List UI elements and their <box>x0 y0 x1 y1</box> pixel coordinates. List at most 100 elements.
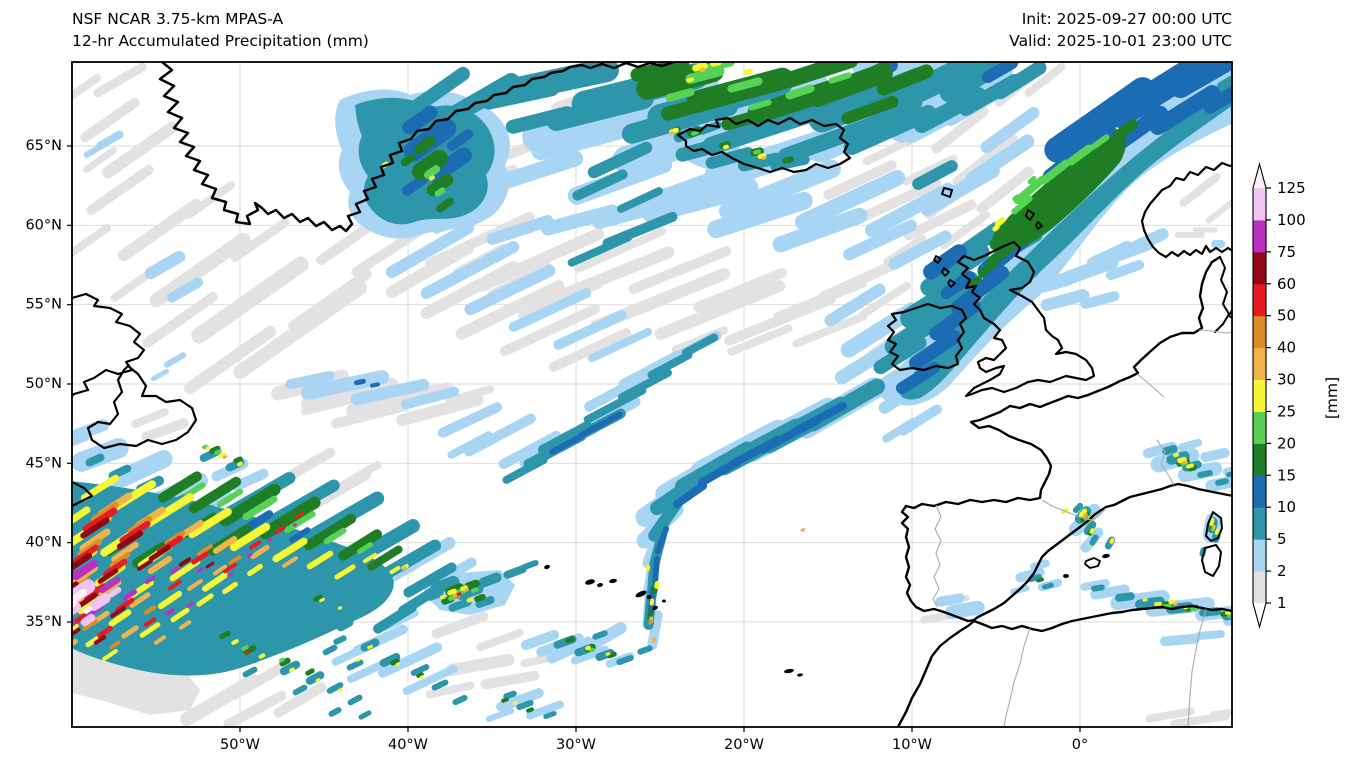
precip-streak <box>1205 196 1232 224</box>
precip-streak <box>1142 598 1148 602</box>
precip-streak <box>373 602 417 634</box>
precip-streak <box>358 710 372 720</box>
precip-streak <box>319 597 325 603</box>
precip-streak <box>315 678 321 682</box>
precip-streak <box>923 244 967 280</box>
precip-streak <box>840 302 920 358</box>
precip-streak <box>250 544 270 560</box>
precip-streak <box>1078 508 1088 518</box>
precip-streak <box>828 72 852 84</box>
precip-streak <box>72 588 87 604</box>
precip-streak <box>499 303 601 357</box>
precip-streak <box>1012 194 1020 202</box>
precip-streak <box>859 281 911 319</box>
lat-tick-label: 50°N <box>25 376 62 392</box>
precip-streak <box>691 130 699 136</box>
precip-streak <box>521 559 539 571</box>
precip-streak <box>396 393 484 427</box>
precip-streak <box>300 370 390 400</box>
precip-streak <box>1197 469 1213 479</box>
precip-streak <box>151 368 169 382</box>
precip-streak <box>338 529 382 561</box>
precip-streak <box>377 642 443 678</box>
precip-streak <box>170 566 180 574</box>
small-island <box>585 579 595 585</box>
precip-streak <box>350 378 430 406</box>
colorbar-unit-label: [mm] <box>1323 377 1341 419</box>
precip-streak <box>167 277 203 303</box>
precip-streak <box>498 430 562 470</box>
precip-streak <box>331 401 409 429</box>
precip-streak <box>331 644 369 666</box>
precip-streak <box>994 217 1006 227</box>
precip-streak <box>431 611 489 639</box>
precip-streak <box>807 63 893 107</box>
precip-streak <box>719 160 841 220</box>
precip-streak <box>654 581 660 589</box>
coastline <box>72 292 146 398</box>
precip-streak <box>1090 584 1130 600</box>
precip-streak <box>168 579 182 591</box>
precipitation-shading <box>72 62 1232 727</box>
precip-streak <box>1215 478 1229 486</box>
precip-streak <box>464 413 536 457</box>
precip-streak <box>1109 538 1115 544</box>
precip-streak <box>884 304 956 356</box>
precip-streak <box>231 639 239 645</box>
precip-streak <box>102 649 118 661</box>
precip-streak <box>119 520 151 544</box>
precip-streak <box>526 707 534 713</box>
precip-streak <box>723 144 729 150</box>
colorbar-tick-label: 30 <box>1277 371 1296 389</box>
precip-streak <box>455 280 565 340</box>
precip-streak <box>209 445 221 455</box>
precip-streak <box>648 619 652 625</box>
precip-streak <box>823 160 897 200</box>
precip-streak <box>503 690 517 700</box>
small-island <box>646 594 652 600</box>
precip-streak <box>142 292 218 348</box>
precip-streak <box>108 586 122 598</box>
precip-streak <box>882 417 918 443</box>
precip-streak <box>370 382 380 388</box>
precip-streak <box>800 528 806 532</box>
precip-streak <box>537 421 593 455</box>
country-border <box>1198 329 1232 334</box>
colorbar-segment <box>1253 283 1266 317</box>
colorbar-segment <box>1253 507 1266 540</box>
precip-streak <box>423 165 441 179</box>
precip-streak <box>1172 602 1178 606</box>
precip-streak <box>841 95 899 125</box>
island-coastline <box>1228 309 1232 319</box>
precip-streak <box>241 645 249 651</box>
precip-streak <box>1083 520 1097 536</box>
precip-streak <box>440 594 446 600</box>
precip-streak <box>144 575 156 585</box>
precip-streak <box>452 694 468 706</box>
precip-streak <box>436 197 454 213</box>
island-coastline <box>1025 209 1035 221</box>
precip-streak <box>1030 559 1050 571</box>
precip-streak <box>258 653 266 659</box>
precip-streak <box>222 581 238 595</box>
precip-streak <box>191 256 309 344</box>
precip-streak <box>214 449 222 455</box>
precip-streak <box>531 119 629 161</box>
precip-streak <box>82 619 98 631</box>
island-coastline <box>1234 322 1241 330</box>
precip-streak <box>323 527 347 545</box>
colorbar-segment <box>1253 443 1266 476</box>
precip-streak <box>698 121 722 135</box>
precip-streak <box>637 645 653 655</box>
precip-streak <box>777 115 883 165</box>
precip-streak <box>1039 159 1071 185</box>
precip-streak <box>1089 534 1099 546</box>
precip-streak <box>1203 76 1232 114</box>
colorbar-tick-label: 25 <box>1277 402 1296 420</box>
precip-streak <box>641 177 759 223</box>
precip-streak <box>908 330 962 370</box>
precip-streak <box>1024 63 1066 97</box>
